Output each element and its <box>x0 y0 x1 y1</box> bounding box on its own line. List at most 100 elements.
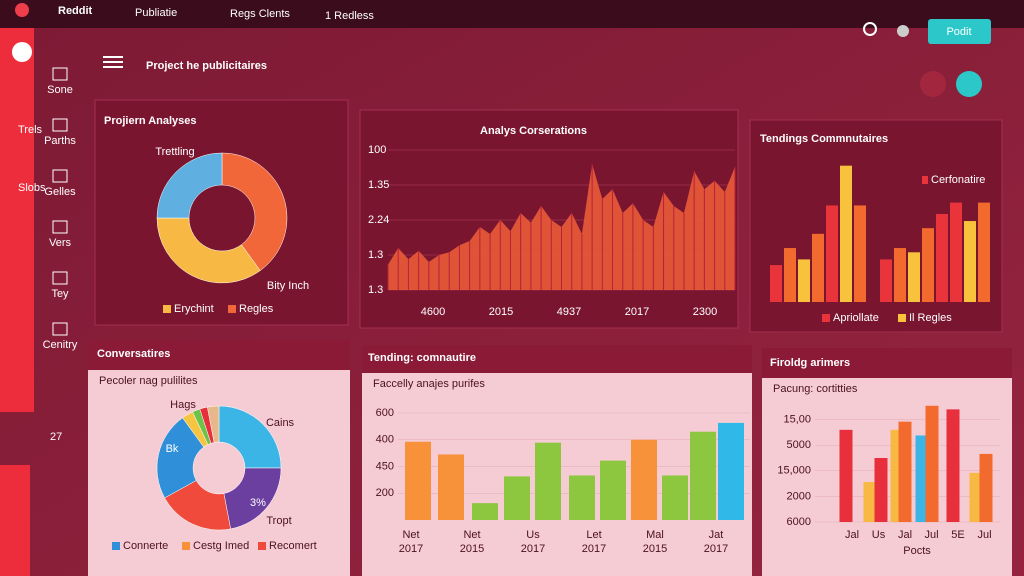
x-tick-label: Jul <box>977 529 991 541</box>
bar <box>535 442 561 520</box>
menu[interactable]: Regs Clents <box>230 8 290 20</box>
bar <box>472 503 498 520</box>
x-tick-label: 2017 <box>521 543 545 555</box>
slice <box>218 405 282 469</box>
nav-icon <box>52 271 68 285</box>
y-tick-label: 15,00 <box>783 414 811 426</box>
x-tick-label: 4600 <box>421 306 445 318</box>
y-tick-label: 1.35 <box>368 179 389 191</box>
x-tick-label: 2300 <box>693 306 717 318</box>
bar <box>863 482 877 522</box>
nav-label: Tey <box>51 288 69 300</box>
chart-label: Trettling <box>155 146 194 158</box>
bar <box>690 431 716 520</box>
icon[interactable] <box>897 25 909 37</box>
nav-label: Cenitry <box>43 339 78 351</box>
x-tick-label: 2015 <box>460 543 484 555</box>
nav-label: Parths <box>44 135 76 147</box>
logo <box>15 3 29 17</box>
legend-swatch <box>258 542 266 550</box>
sidebar-label[interactable]: Slobs <box>18 182 46 194</box>
x-tick-label: Net <box>402 529 419 541</box>
post-button[interactable] <box>928 19 991 44</box>
y-tick-label: 1.3 <box>368 249 383 261</box>
bar <box>946 409 960 522</box>
bar <box>438 454 464 520</box>
bar <box>826 205 838 302</box>
bar <box>894 248 906 302</box>
y-tick-label: 100 <box>368 144 386 156</box>
panel-header <box>88 340 350 370</box>
y-tick-label: 450 <box>376 460 394 472</box>
panel-header <box>762 348 1012 378</box>
legend-swatch <box>922 176 928 184</box>
x-tick-label: Jul <box>924 529 938 541</box>
x-tick-label: 4937 <box>557 306 581 318</box>
bar <box>874 458 888 522</box>
x-tick-label: Net <box>463 529 480 541</box>
menu[interactable]: 1 Redless <box>325 10 374 22</box>
x-tick-label: 2015 <box>643 543 667 555</box>
x-tick-label: Us <box>872 529 886 541</box>
panel-title: Tendings Commnutaires <box>760 133 888 145</box>
action-button[interactable] <box>920 71 946 97</box>
panel-header <box>362 345 752 373</box>
slice <box>221 152 288 271</box>
avatar[interactable] <box>12 42 32 62</box>
chart-label: 3% <box>250 497 266 509</box>
bar <box>964 221 976 302</box>
legend-label: Connerte <box>123 540 168 552</box>
page-title: Project he publicitaires <box>146 60 267 72</box>
sidebar-rail <box>0 28 34 412</box>
legend-label: Cerfonatire <box>931 174 985 186</box>
x-tick-label: 2017 <box>582 543 606 555</box>
x-tick-label: Mal <box>646 529 664 541</box>
y-tick-label: 6000 <box>787 516 811 528</box>
y-tick-label: 2.24 <box>368 214 389 226</box>
sidebar-label[interactable]: Trels <box>18 124 43 136</box>
legend-swatch <box>822 314 830 322</box>
panel-subtitle: Pacung: cortitties <box>773 383 858 395</box>
bar <box>600 460 626 520</box>
x-tick-label: Jat <box>709 529 724 541</box>
bar <box>718 422 744 520</box>
x-tick-label: Jal <box>898 529 912 541</box>
button-label[interactable]: Podit <box>946 26 971 38</box>
nav-label: Vers <box>49 237 72 249</box>
panel-title: Analys Corserations <box>480 125 587 137</box>
x-tick-label: 2017 <box>625 306 649 318</box>
menu[interactable]: Publiatie <box>135 7 177 19</box>
brand: Reddit <box>58 5 93 17</box>
y-tick-label: 15,000 <box>777 465 811 477</box>
nav-icon <box>52 67 68 81</box>
panel-title: Conversatires <box>97 348 170 360</box>
legend-swatch <box>182 542 190 550</box>
slice <box>223 467 282 530</box>
bar <box>839 429 853 522</box>
panel <box>94 99 349 326</box>
action-button[interactable] <box>956 71 982 97</box>
x-tick-label: 2017 <box>704 543 728 555</box>
slice <box>156 217 261 284</box>
nav-icon <box>52 220 68 234</box>
chart-label: Bity Inch <box>267 280 309 292</box>
nav-icon <box>52 322 68 336</box>
x-tick-label: 5E <box>951 529 964 541</box>
legend-label: Erychint <box>174 303 214 315</box>
bar <box>504 476 530 520</box>
legend-swatch <box>228 305 236 313</box>
chart-label: Cains <box>266 417 295 429</box>
count: 27 <box>50 431 62 443</box>
bar <box>770 265 782 302</box>
y-tick-label: 200 <box>376 487 394 499</box>
bar <box>898 421 912 522</box>
legend-swatch <box>163 305 171 313</box>
nav-label: Gelles <box>44 186 76 198</box>
bar <box>631 439 657 520</box>
panel <box>88 340 350 576</box>
search-icon[interactable] <box>863 22 877 36</box>
y-tick-label: 2000 <box>787 490 811 502</box>
bar <box>840 165 852 302</box>
chart-label: Hags <box>170 399 196 411</box>
x-tick-label: 2017 <box>399 543 423 555</box>
